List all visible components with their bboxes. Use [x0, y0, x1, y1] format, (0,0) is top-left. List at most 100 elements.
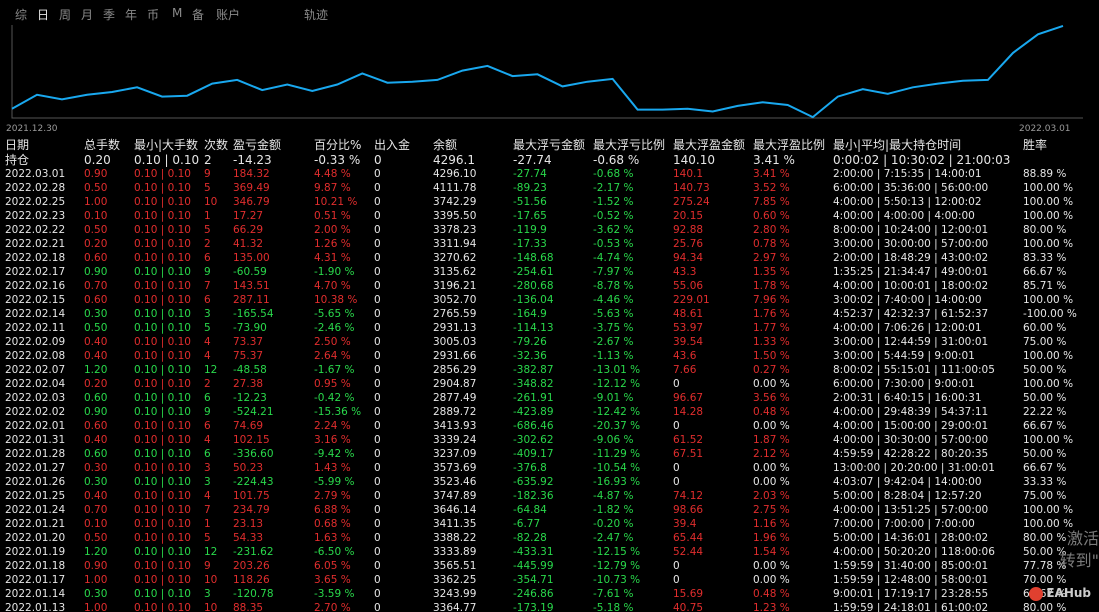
table-row[interactable]: 2022.02.03 0.60 0.10 | 0.10 6 -12.23 -0.42 % 0…: [0, 391, 1099, 405]
column-header[interactable]: 次数: [204, 138, 229, 152]
table-row[interactable]: 2022.01.26 0.30 0.10 | 0.10 3 -224.43 -5.99 %…: [0, 475, 1099, 489]
table-cell: 0.10 | 0.10: [134, 350, 191, 362]
table-cell: 287.11: [233, 294, 270, 306]
table-row[interactable]: 2022.02.22 0.50 0.10 | 0.10 5 66.29 2.00 % 0 33…: [0, 223, 1099, 237]
tab-magic[interactable]: M: [172, 6, 183, 20]
table-cell: 0: [374, 518, 381, 530]
column-header[interactable]: 出入金: [374, 138, 411, 152]
table-cell: 2022.01.27: [5, 462, 66, 474]
table-cell: 7.96 %: [753, 294, 790, 306]
tab-quarter[interactable]: 季: [103, 8, 116, 22]
table-cell: 0.10 | 0.10: [134, 308, 191, 320]
column-header[interactable]: 盈亏金额: [233, 138, 282, 152]
column-header[interactable]: 最小|大手数: [134, 138, 199, 152]
table-cell: 346.79: [233, 196, 270, 208]
table-cell: 1.33 %: [753, 336, 790, 348]
tab-summary[interactable]: 综: [15, 8, 28, 22]
table-cell: -302.62: [513, 434, 554, 446]
table-row[interactable]: 2022.02.01 0.60 0.10 | 0.10 6 74.69 2.24 % 0 34…: [0, 419, 1099, 433]
column-header[interactable]: 最小|平均|最大持仓时间: [833, 138, 962, 152]
table-cell: 85.71 %: [1023, 280, 1067, 292]
column-header[interactable]: 胜率: [1023, 138, 1048, 152]
table-row[interactable]: 2022.02.02 0.90 0.10 | 0.10 9 -524.21 -15.36 …: [0, 405, 1099, 419]
table-row[interactable]: 2022.02.23 0.10 0.10 | 0.10 1 17.27 0.51 % 0 33…: [0, 209, 1099, 223]
table-cell: -231.62: [233, 546, 274, 558]
column-header[interactable]: 最大浮盈金额: [673, 138, 746, 152]
table-cell: 1.77 %: [753, 322, 790, 334]
table-cell: 33.33 %: [1023, 476, 1067, 488]
table-row[interactable]: 2022.02.08 0.40 0.10 | 0.10 4 75.37 2.64 % 0 29…: [0, 349, 1099, 363]
table-row[interactable]: 2022.02.15 0.60 0.10 | 0.10 6 287.11 10.38 % 0…: [0, 293, 1099, 307]
table-row[interactable]: 2022.02.14 0.30 0.10 | 0.10 3 -165.54 -5.65 %…: [0, 307, 1099, 321]
balance-curve-chart: [0, 22, 1099, 124]
table-row[interactable]: 2022.01.19 1.20 0.10 | 0.10 12 -231.62 -6.50 …: [0, 545, 1099, 559]
column-header[interactable]: 余额: [433, 138, 458, 152]
table-cell: 0.40: [84, 490, 108, 502]
column-header[interactable]: 最大浮亏比例: [593, 138, 666, 152]
table-cell: -73.90: [233, 322, 267, 334]
table-cell: 2022.02.25: [5, 196, 66, 208]
table-row[interactable]: 2022.02.16 0.70 0.10 | 0.10 7 143.51 4.70 % 0 3…: [0, 279, 1099, 293]
table-row[interactable]: 2022.01.24 0.70 0.10 | 0.10 7 234.79 6.88 % 0 3…: [0, 503, 1099, 517]
tab-currency[interactable]: 币: [147, 8, 160, 22]
table-cell: 2931.13: [433, 322, 477, 334]
tab-year[interactable]: 年: [125, 8, 138, 22]
table-cell: 0.10 | 0.10: [134, 434, 191, 446]
table-row[interactable]: 2022.02.17 0.90 0.10 | 0.10 9 -60.59 -1.90 % 0…: [0, 265, 1099, 279]
table-row[interactable]: 2022.02.04 0.20 0.10 | 0.10 2 27.38 0.95 % 0 29…: [0, 377, 1099, 391]
table-row[interactable]: 2022.02.25 1.00 0.10 | 0.10 10 346.79 10.21 %…: [0, 195, 1099, 209]
table-row[interactable]: 2022.02.28 0.50 0.10 | 0.10 5 369.49 9.87 % 0 4…: [0, 181, 1099, 195]
table-cell: 0.10 | 0.10: [134, 602, 191, 612]
table-cell: 0: [374, 560, 381, 572]
table-cell: 4:52:37 | 42:32:37 | 61:52:37: [833, 308, 989, 320]
column-header[interactable]: 最大浮盈比例: [753, 138, 826, 152]
table-row[interactable]: 2022.02.21 0.20 0.10 | 0.10 2 41.32 1.26 % 0 33…: [0, 237, 1099, 251]
x-axis-end-label: 2022.03.01: [1019, 124, 1071, 134]
table-cell: 2:00:31 | 6:40:15 | 16:00:31: [833, 392, 982, 404]
table-row[interactable]: 2022.01.17 1.00 0.10 | 0.10 10 118.26 3.65 % 0…: [0, 573, 1099, 587]
column-header[interactable]: 日期: [5, 138, 30, 152]
table-row[interactable]: 2022.01.28 0.60 0.10 | 0.10 6 -336.60 -9.42 %…: [0, 447, 1099, 461]
table-cell: -423.89: [513, 406, 554, 418]
table-cell: 2022.01.28: [5, 448, 66, 460]
table-cell: 0.00 %: [753, 574, 790, 586]
table-cell: 10.21 %: [314, 196, 358, 208]
table-row[interactable]: 2022.02.07 1.20 0.10 | 0.10 12 -48.58 -1.67 %…: [0, 363, 1099, 377]
table-row[interactable]: 2022.03.01 0.90 0.10 | 0.10 9 184.32 4.48 % 0 4…: [0, 167, 1099, 181]
table-row[interactable]: 2022.01.27 0.30 0.10 | 0.10 3 50.23 1.43 % 0 35…: [0, 461, 1099, 475]
table-row[interactable]: 2022.02.09 0.40 0.10 | 0.10 4 73.37 2.50 % 0 30…: [0, 335, 1099, 349]
holding-row[interactable]: 持仓 0.20 0.10 | 0.10 2 -14.23 -0.33 % 0 4296.1 -2…: [0, 153, 1099, 167]
table-cell: 0: [374, 602, 381, 612]
table-row[interactable]: 2022.01.13 1.00 0.10 | 0.10 10 88.35 2.70 % 0 3…: [0, 601, 1099, 612]
table-cell: 10: [204, 196, 218, 208]
table-cell: 0.10 | 0.10: [134, 294, 191, 306]
table-row[interactable]: 2022.01.14 0.30 0.10 | 0.10 3 -120.78 -3.59 %…: [0, 587, 1099, 601]
table-cell: 39.4: [673, 518, 697, 530]
table-cell: 2.70 %: [314, 602, 351, 612]
period-tab-bar: 综 日 周 月 季 年 币 M 备 账户 轨迹: [0, 0, 1099, 26]
tab-note[interactable]: 备: [192, 8, 205, 22]
table-cell: 1.96 %: [753, 532, 790, 544]
table-row[interactable]: 2022.01.25 0.40 0.10 | 0.10 4 101.75 2.79 % 0 3…: [0, 489, 1099, 503]
table-row[interactable]: 2022.02.11 0.50 0.10 | 0.10 5 -73.90 -2.46 % 0…: [0, 321, 1099, 335]
column-header[interactable]: 总手数: [84, 138, 121, 152]
tab-account[interactable]: 账户: [216, 8, 241, 22]
column-header[interactable]: 百分比%: [314, 138, 362, 152]
table-row[interactable]: 2022.02.18 0.60 0.10 | 0.10 6 135.00 4.31 % 0 3…: [0, 251, 1099, 265]
table-row[interactable]: 2022.01.31 0.40 0.10 | 0.10 4 102.15 3.16 % 0 3…: [0, 433, 1099, 447]
table-cell: 0: [374, 322, 381, 334]
table-cell: -224.43: [233, 476, 274, 488]
table-cell: -11.29 %: [593, 448, 641, 460]
tab-week[interactable]: 周: [59, 8, 72, 22]
table-row[interactable]: 2022.01.21 0.10 0.10 | 0.10 1 23.13 0.68 % 0 34…: [0, 517, 1099, 531]
table-cell: 2022.01.14: [5, 588, 66, 600]
tab-track[interactable]: 轨迹: [304, 8, 329, 22]
table-cell: 0: [374, 532, 381, 544]
column-header[interactable]: 最大浮亏金额: [513, 138, 586, 152]
table-cell: 6:00:00 | 35:36:00 | 56:00:00: [833, 182, 989, 194]
table-cell: 80.00 %: [1023, 602, 1067, 612]
table-row[interactable]: 2022.01.20 0.50 0.10 | 0.10 5 54.33 1.63 % 0 33…: [0, 531, 1099, 545]
tab-month[interactable]: 月: [81, 8, 94, 22]
table-row[interactable]: 2022.01.18 0.90 0.10 | 0.10 9 203.26 6.05 % 0 3…: [0, 559, 1099, 573]
tab-day[interactable]: 日: [37, 8, 50, 22]
